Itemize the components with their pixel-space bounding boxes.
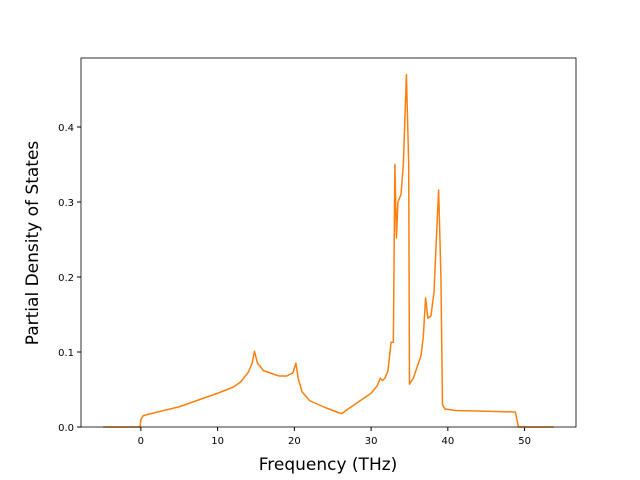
x-axis-label: Frequency (THz) (259, 455, 398, 475)
y-axis-label: Partial Density of States (23, 141, 43, 346)
y-tick-label: 0.2 (58, 273, 74, 284)
x-tick-label: 40 (441, 436, 454, 447)
x-tick-label: 20 (288, 436, 301, 447)
y-tick-label: 0.3 (58, 198, 74, 209)
density-line (103, 73, 554, 428)
y-tick-label: 0.0 (58, 423, 74, 434)
y-tick-label: 0.4 (58, 123, 74, 134)
plot-frame (80, 57, 577, 428)
x-tick-label: 10 (211, 436, 224, 447)
x-tick-label: 30 (365, 436, 378, 447)
x-tick-label: 50 (518, 436, 531, 447)
y-tick-label: 0.1 (58, 348, 74, 359)
x-tick-label: 0 (138, 436, 144, 447)
